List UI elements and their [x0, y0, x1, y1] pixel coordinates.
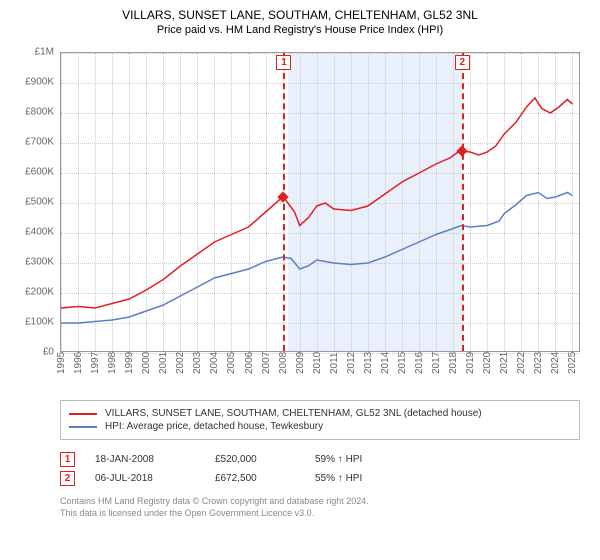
chart-title-subtitle: Price paid vs. HM Land Registry's House …	[16, 24, 584, 36]
x-tick-label: 2020	[482, 352, 493, 374]
x-tick-label: 2014	[380, 352, 391, 374]
sale-hpi-diff: 55% ↑ HPI	[315, 473, 405, 484]
x-tick-label: 2013	[363, 352, 374, 374]
event-badge: 2	[455, 55, 470, 70]
chart-titles: VILLARS, SUNSET LANE, SOUTHAM, CHELTENHA…	[16, 8, 584, 36]
x-tick-label: 2022	[516, 352, 527, 374]
chart-legend: VILLARS, SUNSET LANE, SOUTHAM, CHELTENHA…	[60, 400, 580, 440]
sale-badge: 2	[60, 471, 75, 486]
x-tick-label: 1995	[56, 352, 67, 374]
chart-container: VILLARS, SUNSET LANE, SOUTHAM, CHELTENHA…	[0, 0, 600, 560]
x-tick-label: 2003	[192, 352, 203, 374]
y-tick-label: £400K	[25, 227, 54, 238]
x-tick-label: 2002	[175, 352, 186, 374]
y-tick-label: £100K	[25, 317, 54, 328]
x-tick-label: 2007	[261, 352, 272, 374]
legend-item: HPI: Average price, detached house, Tewk…	[69, 421, 571, 432]
legend-swatch	[69, 413, 97, 415]
x-tick-label: 2008	[278, 352, 289, 374]
footer-licence: This data is licensed under the Open Gov…	[60, 508, 580, 520]
y-tick-label: £600K	[25, 167, 54, 178]
y-tick-label: £900K	[25, 77, 54, 88]
chart-svg	[61, 53, 579, 351]
sale-badge: 1	[60, 452, 75, 467]
x-tick-label: 2015	[397, 352, 408, 374]
series-line-subject	[61, 98, 572, 308]
x-tick-label: 2004	[209, 352, 220, 374]
chart-plot: £0 £100K £200K £300K £400K £500K £600K £700K £80…	[16, 46, 584, 396]
legend-swatch	[69, 426, 97, 428]
legend-label: VILLARS, SUNSET LANE, SOUTHAM, CHELTENHA…	[105, 408, 482, 419]
x-tick-label: 2019	[465, 352, 476, 374]
x-tick-label: 2011	[329, 352, 340, 374]
y-tick-label: £1M	[35, 47, 54, 58]
x-tick-label: 1996	[73, 352, 84, 374]
x-tick-label: 1997	[90, 352, 101, 374]
x-tick-label: 2018	[448, 352, 459, 374]
x-tick-label: 2017	[431, 352, 442, 374]
plot-area: 12	[60, 52, 580, 352]
sale-price: £672,500	[215, 473, 295, 484]
x-tick-label: 2024	[550, 352, 561, 374]
x-tick-label: 2000	[141, 352, 152, 374]
sale-row: 2 06-JUL-2018 £672,500 55% ↑ HPI	[60, 471, 580, 486]
series-line-hpi	[61, 193, 572, 324]
x-tick-label: 2001	[158, 352, 169, 374]
sale-price: £520,000	[215, 454, 295, 465]
sale-hpi-diff: 59% ↑ HPI	[315, 454, 405, 465]
chart-footer: Contains HM Land Registry data © Crown c…	[60, 496, 580, 519]
x-tick-label: 2025	[567, 352, 578, 374]
y-tick-label: £700K	[25, 137, 54, 148]
x-tick-label: 2023	[533, 352, 544, 374]
sale-date: 18-JAN-2008	[95, 454, 195, 465]
x-axis: 1995199619971998199920002001200220032004…	[60, 354, 580, 394]
x-tick-label: 2005	[226, 352, 237, 374]
x-tick-label: 1998	[107, 352, 118, 374]
y-tick-label: £800K	[25, 107, 54, 118]
y-tick-label: £300K	[25, 257, 54, 268]
chart-title-address: VILLARS, SUNSET LANE, SOUTHAM, CHELTENHA…	[16, 8, 584, 22]
legend-label: HPI: Average price, detached house, Tewk…	[105, 421, 323, 432]
event-badge: 1	[276, 55, 291, 70]
sale-row: 1 18-JAN-2008 £520,000 59% ↑ HPI	[60, 452, 580, 467]
x-tick-label: 2016	[414, 352, 425, 374]
y-tick-label: £200K	[25, 287, 54, 298]
y-axis: £0£100K£200K£300K£400K£500K£600K£700K£80…	[16, 52, 58, 352]
x-tick-label: 2006	[244, 352, 255, 374]
x-tick-label: 1999	[124, 352, 135, 374]
sales-table: 1 18-JAN-2008 £520,000 59% ↑ HPI 2 06-JU…	[60, 448, 580, 490]
x-tick-label: 2010	[312, 352, 323, 374]
legend-item: VILLARS, SUNSET LANE, SOUTHAM, CHELTENHA…	[69, 408, 571, 419]
y-tick-label: £500K	[25, 197, 54, 208]
x-tick-label: 2021	[499, 352, 510, 374]
sale-date: 06-JUL-2018	[95, 473, 195, 484]
footer-copyright: Contains HM Land Registry data © Crown c…	[60, 496, 580, 508]
x-tick-label: 2012	[346, 352, 357, 374]
y-tick-label: £0	[43, 347, 54, 358]
x-tick-label: 2009	[295, 352, 306, 374]
